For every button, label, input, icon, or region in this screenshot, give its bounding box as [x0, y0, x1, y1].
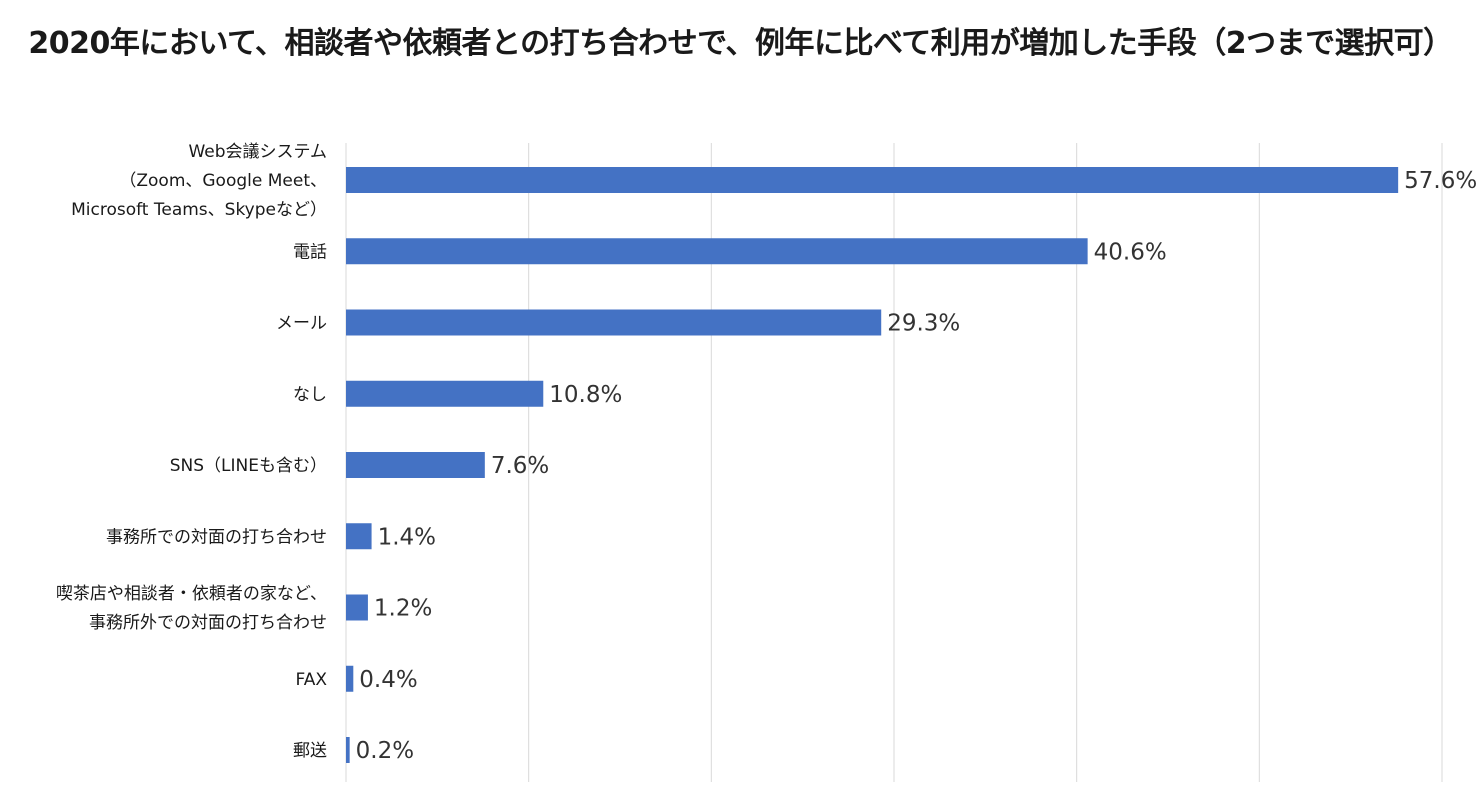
bar	[346, 167, 1399, 193]
bar	[346, 523, 372, 550]
bar	[346, 737, 350, 763]
category-label: なし	[293, 385, 327, 405]
data-label: 40.6%	[1094, 239, 1167, 265]
category-label: 電話	[293, 242, 327, 262]
category-label: メール	[276, 314, 327, 334]
bar	[346, 452, 485, 478]
value-labels: 57.6% 40.6% 29.3% 10.8% 7.6% 1.4% 1.2% 0.4% 0.2%	[356, 168, 1478, 764]
category-label: 事務所での対面の打ち合わせ	[106, 527, 327, 547]
category-label: 事務所外での対面の打ち合わせ	[89, 613, 327, 633]
category-label: SNS（LINEも含む）	[170, 456, 327, 476]
data-label: 7.6%	[491, 453, 549, 479]
category-label: 喫茶店や相談者・依頼者の家など、	[56, 584, 327, 604]
category-label: Web会議システム	[188, 142, 327, 162]
category-label: （Zoom、Google Meet、	[119, 171, 327, 191]
category-label: FAX	[296, 670, 328, 690]
bar	[346, 238, 1088, 265]
data-label: 0.4%	[359, 667, 417, 693]
category-label: Microsoft Teams、Skypeなど）	[71, 200, 327, 220]
data-label: 57.6%	[1404, 168, 1477, 194]
data-label: 0.2%	[356, 738, 414, 764]
category-label: 郵送	[293, 741, 327, 761]
data-label: 29.3%	[887, 311, 960, 337]
data-label: 1.2%	[374, 596, 432, 622]
data-label: 10.8%	[549, 382, 622, 408]
bar	[346, 380, 544, 407]
bar	[346, 594, 368, 621]
bars	[346, 167, 1399, 763]
category-labels: Web会議システム （Zoom、Google Meet、 Microsoft Tea…	[56, 142, 328, 761]
bar	[346, 665, 354, 692]
bar	[346, 309, 882, 336]
data-label: 1.4%	[378, 524, 436, 550]
chart-title: 2020年において、相談者や依頼者との打ち合わせで、例年に比べて利用が増加した手…	[28, 26, 1453, 61]
